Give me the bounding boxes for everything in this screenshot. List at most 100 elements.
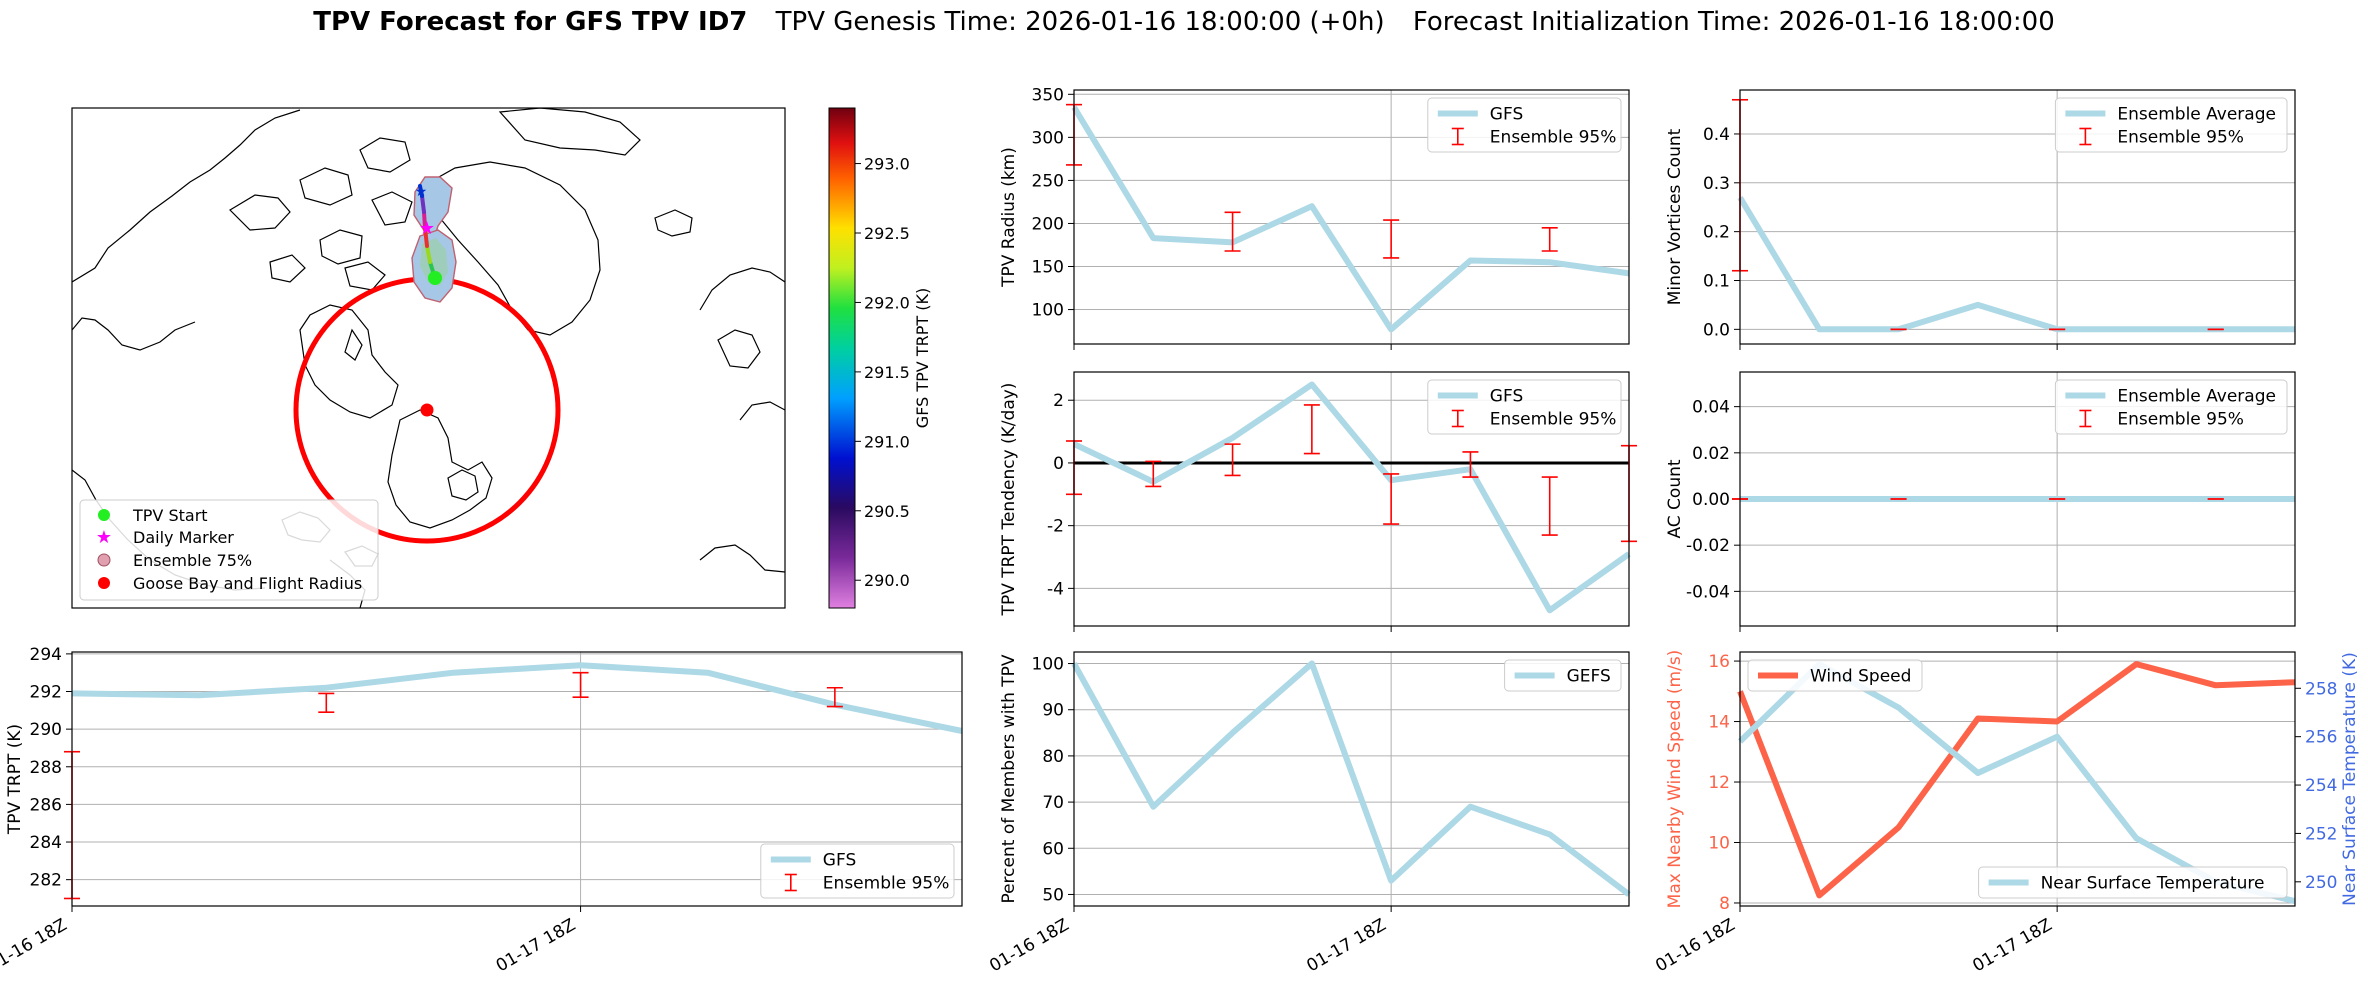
series-line-gfs	[1071, 105, 1630, 333]
legend-ensemble-marker	[97, 553, 111, 567]
y-tick-label: 0.00	[1692, 490, 1730, 510]
track-segment	[423, 226, 429, 248]
legend-label: GFS	[1490, 105, 1523, 125]
y-tick-label: 292	[30, 683, 62, 703]
plot-frame	[1739, 371, 2296, 627]
error-bar	[1224, 443, 1241, 477]
y-tick-label: 14	[1708, 713, 1730, 733]
chart-minor: 0.0 0.1 0.2 0.3 0.4 Minor Vortices Count Ensem…	[1665, 89, 2296, 350]
colorbar-tick-label: 292.0	[864, 293, 910, 312]
y2-tick-label: 250	[2305, 873, 2337, 893]
error-bar	[1541, 226, 1558, 252]
legend-daily-marker: ★	[96, 527, 112, 548]
title-bold: TPV Forecast for GFS TPV ID7	[313, 7, 747, 37]
y-axis-label: TPV TRPT (K)	[5, 724, 25, 835]
track-segment	[420, 194, 426, 214]
y-tick-label: 100	[1032, 655, 1064, 675]
colorbar-tick-label: 290.0	[864, 571, 910, 590]
legend-label: Ensemble 95%	[2117, 128, 2244, 148]
map-coastlines	[72, 108, 785, 608]
title-genesis: TPV Genesis Time: 2026-01-16 18:00:00 (+…	[775, 7, 1385, 37]
y-tick-label: -0.02	[1686, 536, 1730, 556]
y-tick-label: 350	[1032, 85, 1064, 105]
colorbar-tick-label: 290.5	[864, 502, 910, 521]
y-axis-label: Percent of Members with TPV	[999, 654, 1019, 903]
error-bar	[1541, 476, 1558, 536]
y2-axis-label: Near Surface Temperature (K)	[2340, 652, 2360, 906]
y-axis-label: TPV Radius (km)	[999, 147, 1019, 288]
daily-marker: ★	[419, 218, 435, 239]
series-line-gefs	[1071, 660, 1631, 897]
plot-frame	[71, 651, 963, 907]
y-tick-label: 0.3	[1703, 174, 1730, 194]
chart-ac: -0.04 -0.02 0.00 0.02 0.04 AC Count Ensemble A…	[1665, 371, 2296, 632]
legend: Ensemble Average Ensemble 95%	[2054, 379, 2288, 435]
track-segment	[418, 184, 424, 198]
y-axis-label: TPV TRPT Tendency (K/day)	[999, 383, 1019, 617]
legend: GFS Ensemble 95%	[1427, 379, 1622, 435]
y2-tick-label: 256	[2305, 728, 2337, 748]
y-tick-label: 10	[1708, 834, 1730, 854]
y-tick-label: 0.04	[1692, 398, 1730, 418]
legend-label: Near Surface Temperature	[2041, 874, 2265, 894]
legend-label: GFS	[823, 851, 856, 871]
x-tick-label: 01-17 18Z	[493, 915, 579, 976]
y-tick-label: 0.1	[1703, 272, 1730, 292]
legend-daily-label: Daily Marker	[133, 528, 234, 547]
y-tick-label: 150	[1032, 258, 1064, 278]
error-bar	[1145, 460, 1162, 488]
legend-goose-marker	[98, 577, 110, 589]
legend-swatch	[784, 873, 797, 892]
y-tick-label: 300	[1032, 128, 1064, 148]
legend: GFS Ensemble 95%	[1427, 97, 1622, 153]
chart-members: 50 60 70 80 90 100 01-16 18Z 01-17 18Z Percent o…	[986, 651, 1631, 976]
y-tick-label: 200	[1032, 214, 1064, 234]
chart-trpt: 282 284 286 288 290 292 294 01-16 18Z 01-17 18Z T…	[0, 645, 963, 976]
error-bar	[826, 686, 843, 708]
goose-bay-marker	[420, 403, 434, 417]
x-tick-label: 01-16 18Z	[0, 915, 71, 976]
map-legend: TPV Start ★ Daily Marker Ensemble 75% Go…	[79, 499, 379, 601]
legend-swatch	[1451, 127, 1464, 146]
legend-label: Ensemble 95%	[1490, 128, 1617, 148]
error-bar	[572, 671, 589, 698]
plot-frame	[1739, 651, 2296, 907]
track-segment	[422, 210, 427, 230]
x-tick-label: 01-17 18Z	[1303, 915, 1389, 976]
y2-tick-label: 254	[2305, 776, 2337, 796]
series-line-ensemble-average	[1737, 195, 2295, 333]
y-tick-label: -0.04	[1686, 582, 1730, 602]
legend: Ensemble Average Ensemble 95%	[2054, 97, 2288, 153]
y-tick-label: 0.4	[1703, 125, 1730, 145]
y-tick-label: 50	[1042, 885, 1064, 905]
x-tick-label: 01-17 18Z	[1969, 915, 2055, 976]
y-axis-label: AC Count	[1665, 459, 1685, 538]
y-axis-label: Max Nearby Wind Speed (m/s)	[1665, 650, 1685, 909]
y-tick-label: -4	[1047, 579, 1064, 599]
error-bar	[318, 692, 335, 714]
legend: Near Surface Temperature	[1978, 866, 2288, 899]
plot-frame	[1739, 89, 2296, 345]
chart-wind: 8 10 12 14 16 01-16 18Z 01-17 18Z Max Nearby Wi…	[1652, 650, 2360, 977]
error-bar	[1383, 219, 1400, 259]
series-line-near-surface-temperature	[1737, 661, 2296, 905]
x-tick-label: 01-16 18Z	[1652, 915, 1738, 976]
legend-label: Ensemble 95%	[2117, 410, 2244, 430]
y-tick-label: 284	[30, 833, 62, 853]
legend-label: Ensemble Average	[2117, 387, 2276, 407]
y-tick-label: -2	[1047, 517, 1064, 537]
y2-tick-label: 258	[2305, 679, 2337, 699]
legend: GFS Ensemble 95%	[760, 843, 955, 899]
legend-label: GEFS	[1567, 667, 1611, 687]
tpv-start-marker	[428, 271, 442, 285]
title-init: Forecast Initialization Time: 2026-01-16…	[1413, 7, 2055, 37]
chart-tendency: -4 -2 0 2 TPV TRPT Tendency (K/day) GFS Ensemb…	[999, 371, 1637, 632]
legend-start-label: TPV Start	[132, 506, 208, 525]
y-tick-label: 282	[30, 871, 62, 891]
figure-title: TPV Forecast for GFS TPV ID7 TPV Genesis…	[313, 7, 2055, 37]
colorbar-tick-label: 293.0	[864, 155, 910, 174]
y-tick-label: 100	[1032, 301, 1064, 321]
colorbar-tick-label: 292.5	[864, 224, 910, 243]
daily-marker: ★	[415, 184, 428, 200]
